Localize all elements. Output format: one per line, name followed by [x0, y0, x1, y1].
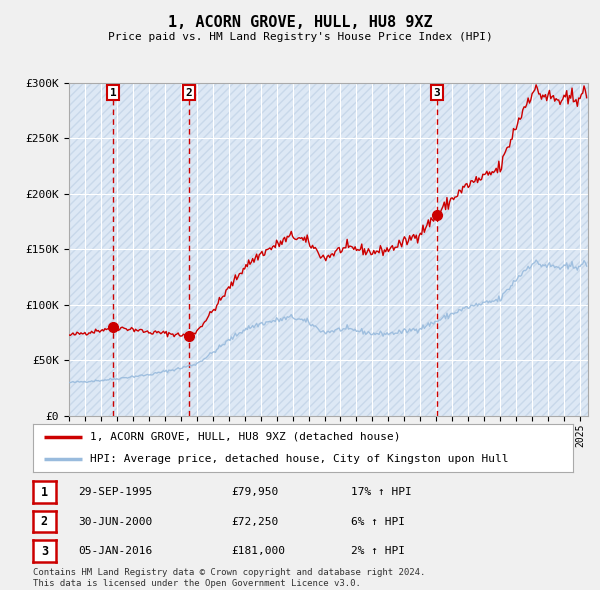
Text: 05-JAN-2016: 05-JAN-2016: [78, 546, 152, 556]
Text: 1: 1: [110, 87, 116, 97]
Text: £72,250: £72,250: [231, 517, 278, 526]
Text: 6% ↑ HPI: 6% ↑ HPI: [351, 517, 405, 526]
Text: 3: 3: [41, 545, 48, 558]
Text: 2: 2: [41, 515, 48, 528]
Text: 3: 3: [433, 87, 440, 97]
Text: 2% ↑ HPI: 2% ↑ HPI: [351, 546, 405, 556]
Text: 30-JUN-2000: 30-JUN-2000: [78, 517, 152, 526]
Text: £79,950: £79,950: [231, 487, 278, 497]
Text: 1, ACORN GROVE, HULL, HU8 9XZ (detached house): 1, ACORN GROVE, HULL, HU8 9XZ (detached …: [90, 432, 400, 442]
Text: £181,000: £181,000: [231, 546, 285, 556]
Text: Contains HM Land Registry data © Crown copyright and database right 2024.
This d: Contains HM Land Registry data © Crown c…: [33, 568, 425, 588]
Text: Price paid vs. HM Land Registry's House Price Index (HPI): Price paid vs. HM Land Registry's House …: [107, 32, 493, 42]
Text: 1, ACORN GROVE, HULL, HU8 9XZ: 1, ACORN GROVE, HULL, HU8 9XZ: [167, 15, 433, 30]
Text: 2: 2: [185, 87, 192, 97]
Text: HPI: Average price, detached house, City of Kingston upon Hull: HPI: Average price, detached house, City…: [90, 454, 508, 464]
Text: 17% ↑ HPI: 17% ↑ HPI: [351, 487, 412, 497]
Text: 29-SEP-1995: 29-SEP-1995: [78, 487, 152, 497]
Text: 1: 1: [41, 486, 48, 499]
